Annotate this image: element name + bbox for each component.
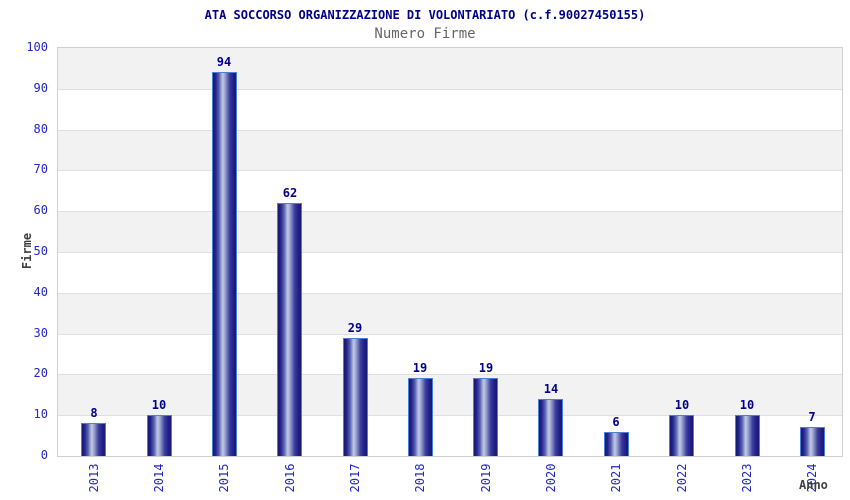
bar-value-label: 94	[216, 55, 232, 69]
bar-value-label: 6	[612, 415, 620, 429]
x-tick-label: 2020	[544, 463, 558, 493]
x-tick-label: 2013	[87, 463, 101, 493]
grid-line	[58, 211, 842, 213]
bar	[473, 378, 498, 456]
bar	[408, 378, 433, 456]
bar-value-label: 29	[347, 321, 363, 335]
grid-band	[58, 48, 842, 89]
x-tick-label: 2023	[740, 463, 754, 493]
x-tick-label: 2021	[609, 463, 623, 493]
grid-line	[58, 88, 842, 90]
grid-band	[58, 129, 842, 171]
bar	[277, 203, 302, 456]
grid-band	[58, 415, 842, 456]
y-tick-label: 80	[33, 122, 48, 136]
bar-value-label: 10	[674, 398, 690, 412]
grid-line	[58, 374, 842, 376]
plot-area	[57, 47, 843, 457]
bar	[669, 415, 694, 456]
grid-line	[58, 252, 842, 253]
bar	[538, 399, 563, 456]
y-tick-label: 50	[33, 244, 48, 258]
y-tick-label: 90	[33, 81, 48, 95]
bar-value-label: 19	[478, 361, 494, 375]
bar-value-label: 19	[412, 361, 428, 375]
bar-value-label: 14	[543, 382, 559, 396]
y-tick-label: 0	[40, 448, 48, 462]
y-tick-label: 100	[26, 40, 48, 54]
y-tick-label: 10	[33, 407, 48, 421]
grid-line	[58, 170, 842, 172]
bar	[147, 415, 172, 456]
bar-value-label: 10	[739, 398, 755, 412]
bar	[81, 423, 106, 456]
grid-band	[58, 211, 842, 252]
bar-value-label: 7	[808, 410, 816, 424]
bar-value-label: 10	[151, 398, 167, 412]
grid-band	[58, 252, 842, 293]
x-tick-label: 2014	[152, 463, 166, 493]
y-tick-label: 30	[33, 326, 48, 340]
bar	[343, 338, 368, 456]
grid-band	[58, 88, 842, 130]
bar	[735, 415, 760, 456]
x-tick-label: 2016	[283, 463, 297, 493]
x-tick-label: 2018	[413, 463, 427, 493]
chart-title: ATA SOCCORSO ORGANIZZAZIONE DI VOLONTARI…	[204, 8, 646, 22]
bar	[212, 72, 237, 456]
bar	[800, 427, 825, 456]
y-tick-label: 70	[33, 162, 48, 176]
bar	[604, 432, 629, 456]
x-tick-label: 2019	[479, 463, 493, 493]
x-tick-label: 2015	[217, 463, 231, 493]
bar-value-label: 8	[90, 406, 98, 420]
x-axis-title: Anno	[799, 478, 828, 492]
grid-line	[58, 292, 842, 294]
grid-line	[58, 129, 842, 131]
grid-line	[58, 415, 842, 417]
bar-value-label: 62	[282, 186, 298, 200]
x-tick-label: 2022	[675, 463, 689, 493]
grid-band	[58, 374, 842, 416]
grid-band	[58, 333, 842, 375]
grid-band	[58, 170, 842, 212]
x-tick-label: 2017	[348, 463, 362, 493]
y-tick-label: 60	[33, 203, 48, 217]
y-tick-label: 20	[33, 366, 48, 380]
grid-band	[58, 292, 842, 334]
chart-subtitle: Numero Firme	[374, 26, 476, 42]
y-tick-label: 40	[33, 285, 48, 299]
grid-line	[58, 333, 842, 335]
